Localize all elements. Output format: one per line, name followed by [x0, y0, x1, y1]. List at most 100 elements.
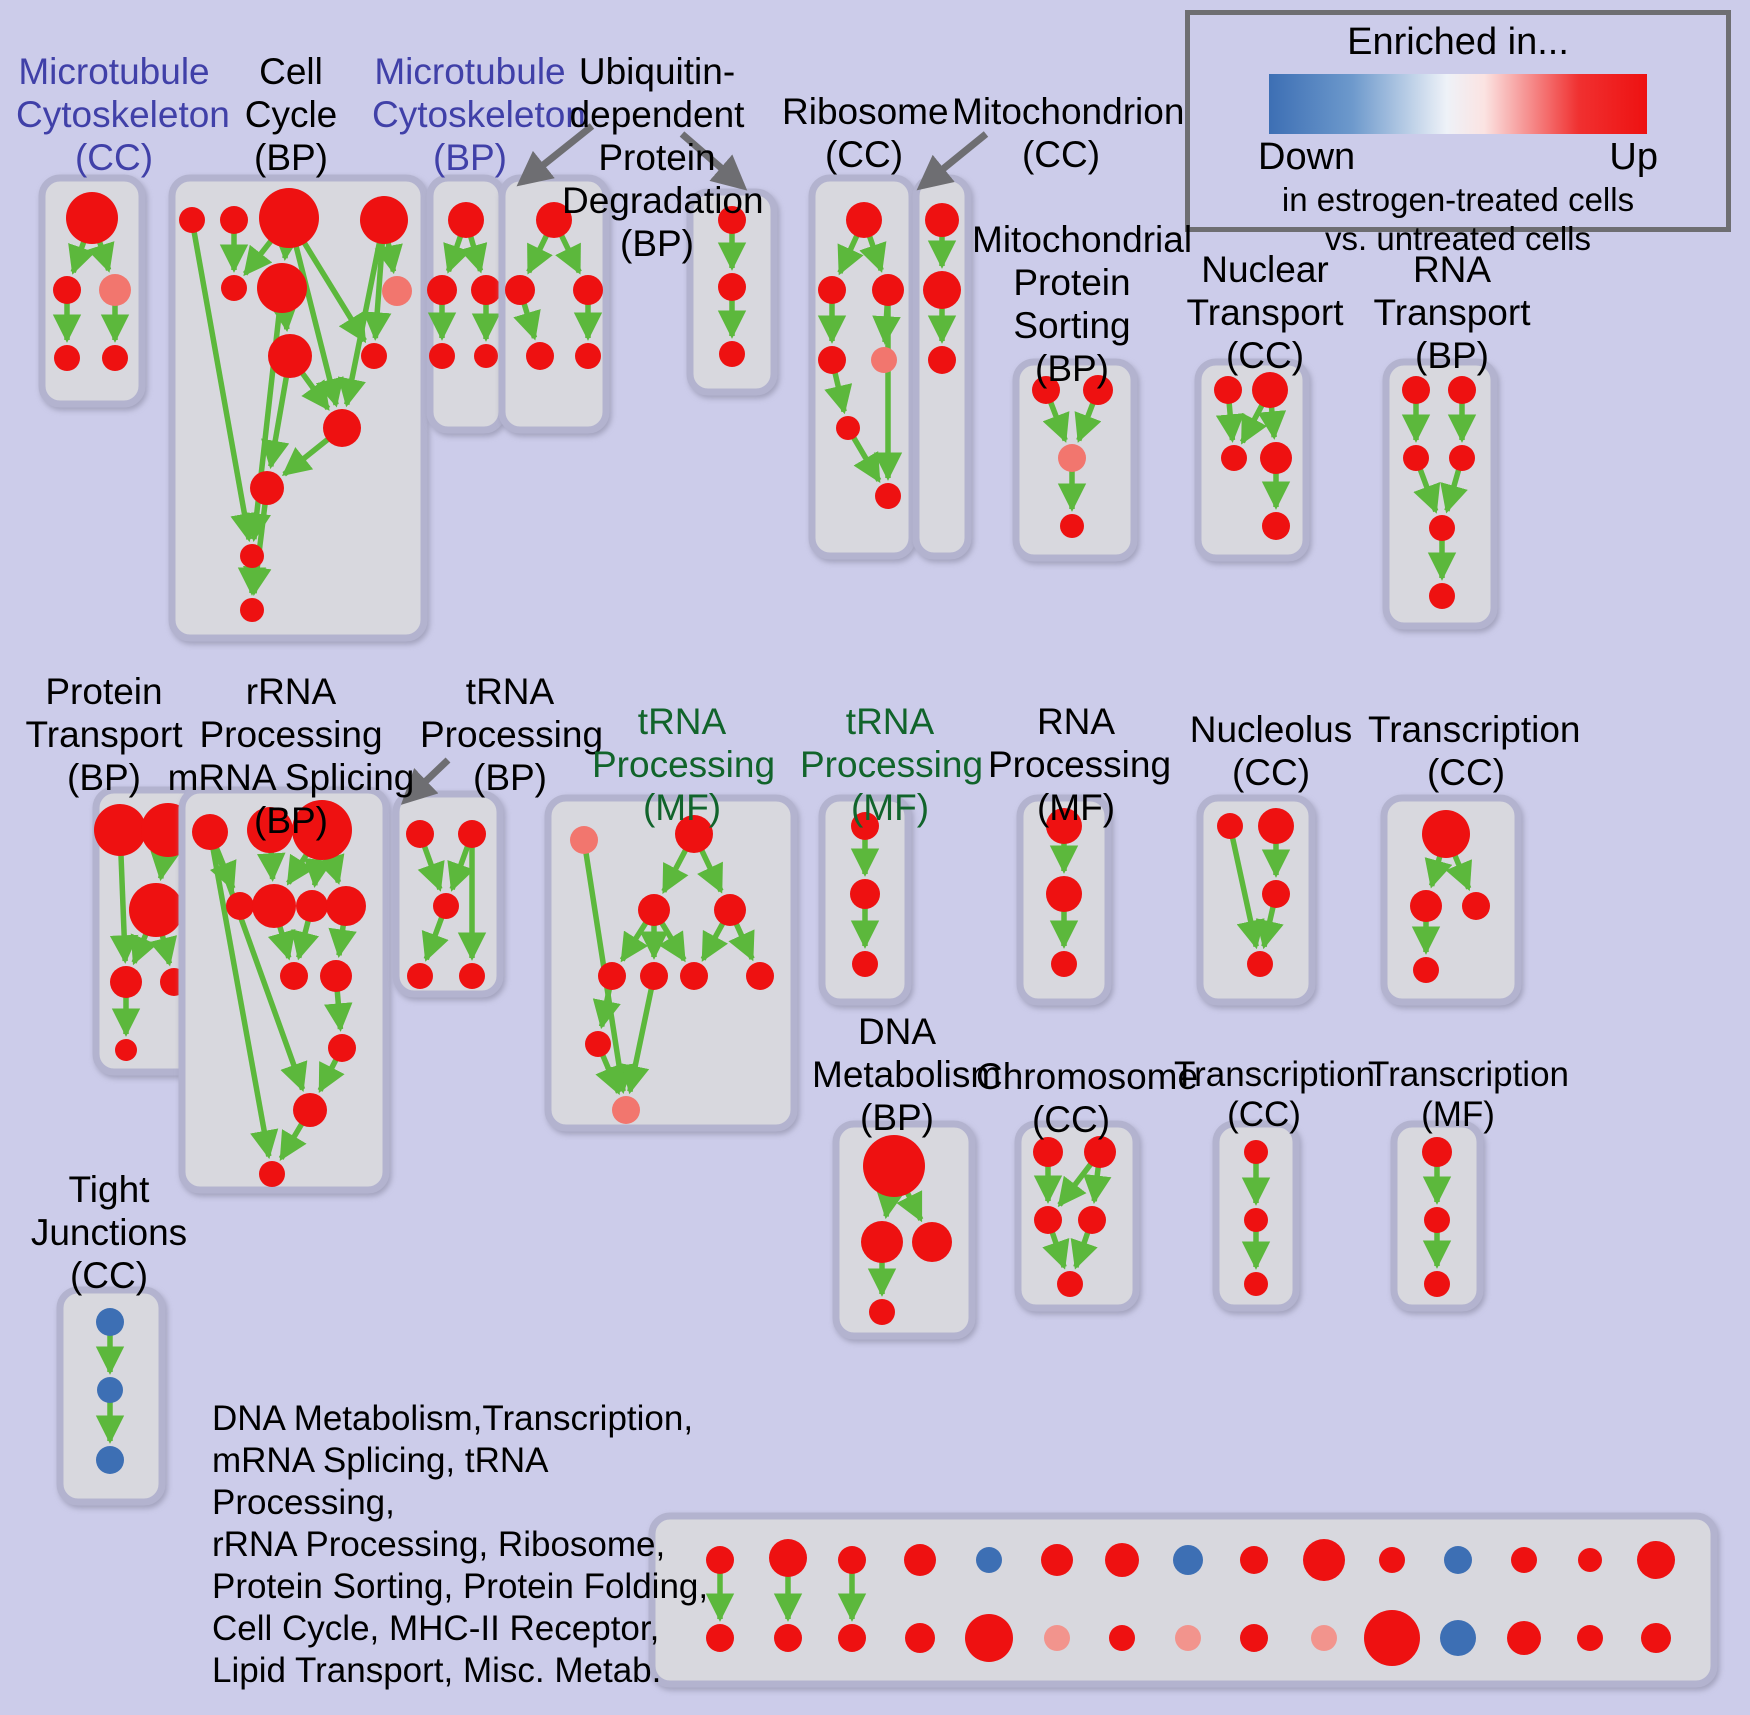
node-trna-processing-mf-1-2[interactable]	[638, 894, 670, 926]
node-mixed-cluster-22[interactable]	[1444, 1546, 1472, 1574]
node-cell-cycle-bp-9[interactable]	[323, 409, 361, 447]
node-mixed-cluster-18[interactable]	[1303, 1539, 1345, 1581]
node-ubiquitin-dependent-1-4[interactable]	[575, 343, 601, 369]
node-rna-transport-bp-3[interactable]	[1449, 445, 1475, 471]
node-cell-cycle-bp-0[interactable]	[179, 207, 205, 233]
node-ubiquitin-dependent-2-1[interactable]	[718, 273, 746, 301]
node-mixed-cluster-8[interactable]	[976, 1547, 1002, 1573]
node-nucleolus-cc-0[interactable]	[1217, 813, 1243, 839]
node-cell-cycle-bp-3[interactable]	[360, 196, 408, 244]
node-mixed-cluster-25[interactable]	[1507, 1621, 1541, 1655]
node-nucleolus-cc-1[interactable]	[1258, 808, 1294, 844]
node-rna-transport-bp-2[interactable]	[1403, 445, 1429, 471]
node-rrna-mrna-splicing-bp-10[interactable]	[293, 1093, 327, 1127]
node-mitochondrial-protein-sorting-bp-1[interactable]	[1083, 375, 1113, 405]
node-cell-cycle-bp-8[interactable]	[361, 343, 387, 369]
node-rna-processing-mf-1[interactable]	[1046, 876, 1082, 912]
node-cell-cycle-bp-11[interactable]	[240, 544, 264, 568]
node-rrna-mrna-splicing-bp-4[interactable]	[252, 884, 296, 928]
node-dna-metabolism-bp-1[interactable]	[861, 1221, 903, 1263]
node-trna-processing-mf-1-1[interactable]	[675, 815, 713, 853]
node-transcription-cc-bottom-0[interactable]	[1244, 1140, 1268, 1164]
node-mixed-cluster-29[interactable]	[1641, 1623, 1671, 1653]
node-mixed-cluster-26[interactable]	[1578, 1548, 1602, 1572]
node-trna-processing-mf-1-6[interactable]	[680, 962, 708, 990]
node-mixed-cluster-28[interactable]	[1637, 1541, 1675, 1579]
node-mixed-cluster-1[interactable]	[706, 1624, 734, 1652]
node-rrna-mrna-splicing-bp-11[interactable]	[259, 1161, 285, 1187]
node-dna-metabolism-bp-3[interactable]	[869, 1299, 895, 1325]
node-mixed-cluster-23[interactable]	[1440, 1620, 1476, 1656]
node-transcription-mf-2[interactable]	[1424, 1271, 1450, 1297]
node-mixed-cluster-0[interactable]	[706, 1546, 734, 1574]
node-microtubule-cytoskeleton-bp-0[interactable]	[448, 202, 484, 238]
node-dna-metabolism-bp-2[interactable]	[912, 1222, 952, 1262]
node-trna-processing-bp-0[interactable]	[406, 820, 434, 848]
node-dna-metabolism-bp-0[interactable]	[863, 1135, 925, 1197]
node-cell-cycle-bp-12[interactable]	[240, 598, 264, 622]
node-mixed-cluster-3[interactable]	[774, 1624, 802, 1652]
node-mixed-cluster-6[interactable]	[904, 1544, 936, 1576]
node-transcription-cc-top-1[interactable]	[1410, 890, 1442, 922]
node-microtubule-cytoskeleton-cc-4[interactable]	[102, 345, 128, 371]
node-mixed-cluster-27[interactable]	[1577, 1625, 1603, 1651]
node-trna-processing-bp-2[interactable]	[433, 893, 459, 919]
node-protein-transport-bp-2[interactable]	[129, 883, 183, 937]
node-microtubule-cytoskeleton-bp-4[interactable]	[474, 344, 498, 368]
node-microtubule-cytoskeleton-cc-3[interactable]	[54, 345, 80, 371]
node-ribosome-cc-2[interactable]	[872, 274, 904, 306]
node-rrna-mrna-splicing-bp-5[interactable]	[296, 890, 328, 922]
node-rrna-mrna-splicing-bp-2[interactable]	[292, 800, 352, 860]
node-nuclear-transport-cc-1[interactable]	[1252, 372, 1288, 408]
node-mitochondrion-cc-0[interactable]	[925, 203, 959, 237]
node-trna-processing-mf-2-1[interactable]	[850, 879, 880, 909]
node-mixed-cluster-20[interactable]	[1379, 1547, 1405, 1573]
node-mixed-cluster-4[interactable]	[838, 1546, 866, 1574]
node-tight-junctions-cc-1[interactable]	[97, 1377, 123, 1403]
node-mitochondrion-cc-2[interactable]	[928, 346, 956, 374]
node-ribosome-cc-4[interactable]	[871, 347, 897, 373]
node-mixed-cluster-12[interactable]	[1105, 1543, 1139, 1577]
node-transcription-cc-top-2[interactable]	[1462, 892, 1490, 920]
node-rrna-mrna-splicing-bp-3[interactable]	[226, 892, 254, 920]
node-mixed-cluster-7[interactable]	[905, 1623, 935, 1653]
node-rna-transport-bp-1[interactable]	[1448, 376, 1476, 404]
node-ubiquitin-dependent-1-1[interactable]	[505, 275, 535, 305]
node-ubiquitin-dependent-1-3[interactable]	[526, 342, 554, 370]
node-rna-processing-mf-0[interactable]	[1046, 808, 1082, 844]
node-mixed-cluster-15[interactable]	[1175, 1625, 1201, 1651]
node-trna-processing-mf-1-4[interactable]	[598, 962, 626, 990]
node-mixed-cluster-19[interactable]	[1311, 1625, 1337, 1651]
node-cell-cycle-bp-6[interactable]	[382, 276, 412, 306]
node-ubiquitin-dependent-1-0[interactable]	[536, 202, 572, 238]
node-trna-processing-mf-1-0[interactable]	[570, 826, 598, 854]
node-nuclear-transport-cc-0[interactable]	[1214, 376, 1242, 404]
node-nuclear-transport-cc-4[interactable]	[1262, 512, 1290, 540]
node-ribosome-cc-5[interactable]	[836, 416, 860, 440]
node-chromosome-cc-1[interactable]	[1084, 1136, 1116, 1168]
node-trna-processing-bp-1[interactable]	[458, 820, 486, 848]
node-rna-transport-bp-4[interactable]	[1429, 515, 1455, 541]
node-chromosome-cc-0[interactable]	[1033, 1137, 1063, 1167]
node-trna-processing-bp-4[interactable]	[459, 963, 485, 989]
node-rrna-mrna-splicing-bp-9[interactable]	[328, 1034, 356, 1062]
node-microtubule-cytoskeleton-bp-3[interactable]	[429, 343, 455, 369]
node-mixed-cluster-17[interactable]	[1240, 1624, 1268, 1652]
node-trna-processing-bp-3[interactable]	[407, 963, 433, 989]
node-protein-transport-bp-0[interactable]	[94, 804, 146, 856]
node-trna-processing-mf-2-0[interactable]	[851, 812, 879, 840]
node-rrna-mrna-splicing-bp-1[interactable]	[247, 807, 293, 853]
node-trna-processing-mf-2-2[interactable]	[852, 951, 878, 977]
node-cell-cycle-bp-5[interactable]	[257, 263, 307, 313]
node-nuclear-transport-cc-3[interactable]	[1260, 442, 1292, 474]
node-chromosome-cc-3[interactable]	[1078, 1206, 1106, 1234]
node-trna-processing-mf-1-5[interactable]	[640, 962, 668, 990]
node-trna-processing-mf-1-3[interactable]	[714, 894, 746, 926]
node-ubiquitin-dependent-1-2[interactable]	[573, 275, 603, 305]
node-chromosome-cc-4[interactable]	[1057, 1271, 1083, 1297]
node-ribosome-cc-6[interactable]	[875, 483, 901, 509]
node-mixed-cluster-5[interactable]	[838, 1624, 866, 1652]
node-transcription-cc-bottom-1[interactable]	[1244, 1208, 1268, 1232]
node-nucleolus-cc-2[interactable]	[1262, 880, 1290, 908]
node-rrna-mrna-splicing-bp-7[interactable]	[280, 962, 308, 990]
